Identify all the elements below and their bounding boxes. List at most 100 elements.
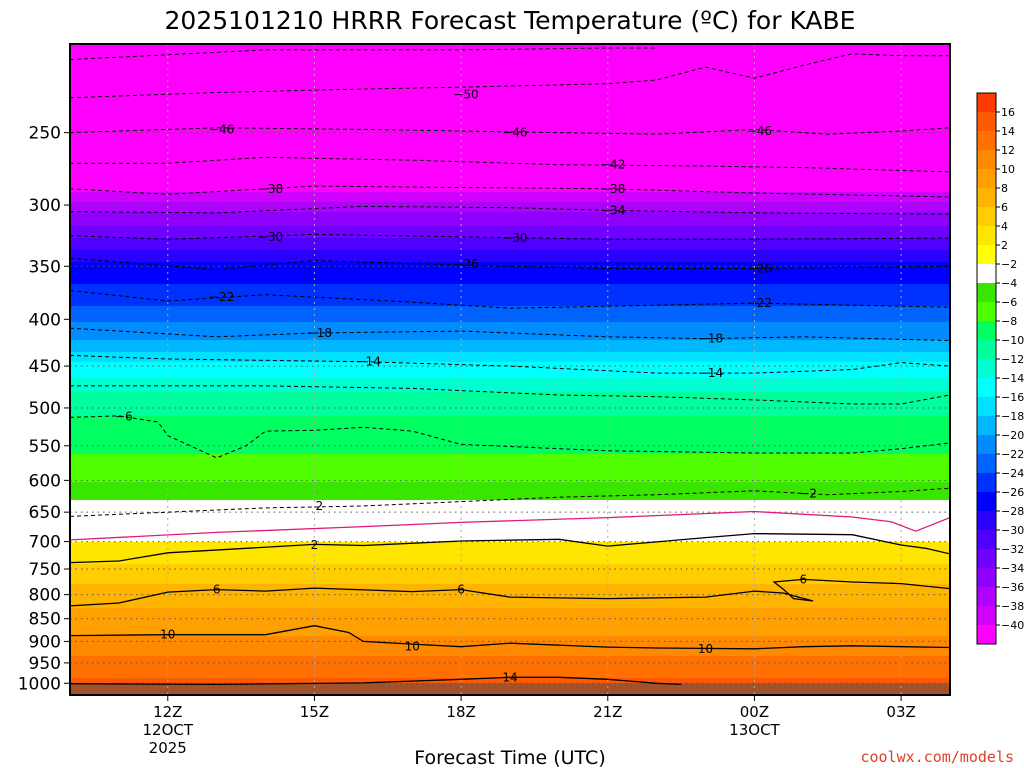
temperature-band [70, 272, 950, 275]
temperature-band [70, 140, 950, 143]
isotherm-contours [70, 47, 950, 686]
temperature-band [70, 402, 950, 405]
temperature-band [70, 88, 950, 91]
temperature-band [70, 384, 950, 387]
ground-surface [70, 683, 950, 695]
contour-label: −22 [747, 296, 772, 310]
temperature-band [70, 58, 950, 61]
temperature-band [70, 214, 950, 217]
temperature-band [70, 486, 950, 489]
colorbar-swatch [977, 473, 996, 492]
colorbar-label: 8 [1001, 182, 1008, 195]
temperature-band [70, 554, 950, 557]
temperature-band [70, 408, 950, 411]
temperature-band [70, 170, 950, 173]
y-tick-label: 300 [29, 196, 61, 216]
temperature-band [70, 506, 950, 509]
temperature-band [70, 524, 950, 527]
temperature-band [70, 110, 950, 113]
temperature-band [70, 494, 950, 497]
temperature-band [70, 638, 950, 641]
x-axis-label: Forecast Time (UTC) [414, 747, 605, 768]
temperature-band [70, 48, 950, 51]
temperature-band [70, 222, 950, 225]
temperature-band [70, 490, 950, 493]
temperature-band [70, 158, 950, 161]
x-tick-label: 2025 [149, 739, 187, 757]
contour-label: −14 [356, 355, 381, 369]
temperature-band [70, 562, 950, 565]
colorbar-swatch [977, 568, 996, 587]
temperature-band [70, 308, 950, 311]
temperature-band [70, 230, 950, 233]
temperature-band [70, 446, 950, 449]
temperature-band [70, 192, 950, 195]
temperature-band [70, 154, 950, 157]
colorbar-swatch [977, 435, 996, 454]
temperature-band [70, 536, 950, 539]
temperature-band [70, 118, 950, 121]
temperature-band [70, 92, 950, 95]
temperature-band [70, 184, 950, 187]
colorbar-swatch [977, 378, 996, 397]
temperature-band [70, 126, 950, 129]
colorbar-swatch [977, 416, 996, 435]
temperature-band [70, 332, 950, 335]
temperature-band [70, 98, 950, 101]
temperature-band [70, 274, 950, 277]
temperature-band [70, 198, 950, 201]
temperature-band [70, 398, 950, 401]
temperature-band [70, 120, 950, 123]
temperature-band [70, 138, 950, 141]
temperature-band [70, 658, 950, 661]
temperature-bands [70, 44, 950, 695]
temperature-band [70, 614, 950, 617]
x-tick-label: 21Z [593, 703, 622, 721]
temperature-band [70, 78, 950, 81]
temperature-band [70, 56, 950, 59]
contour-label: 6 [457, 583, 465, 597]
temperature-band [70, 492, 950, 495]
temperature-band [70, 246, 950, 249]
temperature-band [70, 560, 950, 563]
temperature-band [70, 112, 950, 115]
temperature-band [70, 130, 950, 133]
temperature-band [70, 44, 950, 47]
temperature-band [70, 152, 950, 155]
temperature-band [70, 346, 950, 349]
temperature-band [70, 212, 950, 215]
colorbar: 16 14 12 10 8 6 4 2 −2 −4 −6 −8 −10 −12 −14 −16 −18 −20 −2… [976, 92, 1024, 645]
temperature-band [70, 512, 950, 515]
y-tick-label: 900 [29, 632, 61, 652]
colorbar-swatch [977, 492, 996, 511]
temperature-band [70, 64, 950, 67]
temperature-band [70, 400, 950, 403]
y-tick-label: 550 [29, 437, 61, 457]
colorbar-label: 16 [1001, 106, 1015, 119]
temperature-band [70, 476, 950, 479]
contour-label: −46 [747, 124, 772, 138]
temperature-band [70, 350, 950, 353]
contour-label: −38 [600, 182, 625, 196]
temperature-band [70, 264, 950, 267]
isotherm-line [70, 625, 950, 650]
temperature-band [70, 286, 950, 289]
temperature-band [70, 636, 950, 639]
temperature-band [70, 382, 950, 385]
colorbar-frame [976, 92, 997, 645]
temperature-band [70, 114, 950, 117]
temperature-band [70, 418, 950, 421]
contour-label: 2 [316, 499, 324, 513]
colorbar-swatch [977, 397, 996, 416]
temperature-band [70, 356, 950, 359]
temperature-band [70, 322, 950, 325]
temperature-band [70, 556, 950, 559]
colorbar-label: −30 [1001, 524, 1024, 537]
temperature-band [70, 578, 950, 581]
temperature-band [70, 522, 950, 525]
temperature-band [70, 624, 950, 627]
temperature-band [70, 358, 950, 361]
x-tick-label: 00Z [740, 703, 769, 721]
temperature-band [70, 608, 950, 611]
colorbar-label: −4 [1001, 277, 1017, 290]
